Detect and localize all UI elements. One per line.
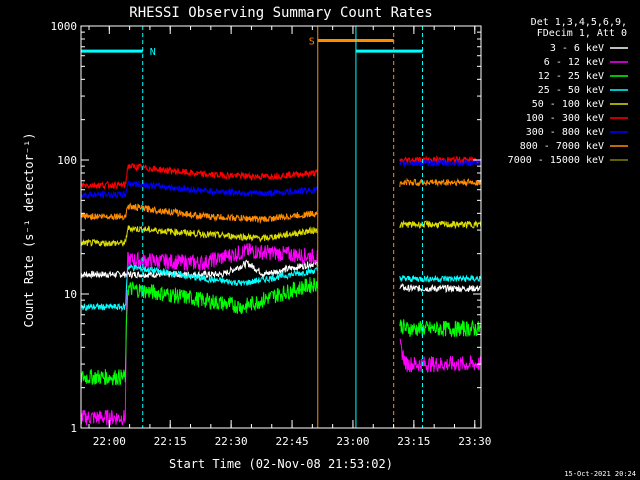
x-tick-label: 23:00 [336,435,369,448]
legend: Det 1,3,4,5,6,9,FDecim 1, Att 0 3 - 6 keV… [508,17,628,166]
x-tick-label: 22:30 [215,435,248,448]
y-axis-label: Count Rate (s⁻¹ detector⁻¹) [22,132,36,327]
x-tick-label: 22:00 [93,435,126,448]
series-line [80,155,482,191]
legend-label: 6 - 12 keV [544,57,604,68]
plot-frame [80,25,482,429]
y-tick-label: 1 [70,422,77,435]
series-line [80,277,482,386]
series-line [80,177,482,225]
legend-label: 3 - 6 keV [550,43,604,54]
y-tick-label: 1000 [51,20,78,33]
series-line [80,243,482,426]
y-tick-label: 100 [57,154,77,167]
chart-title: RHESSI Observing Summary Count Rates [129,5,432,21]
legend-label: 100 - 300 keV [526,113,604,124]
flag-label: N [150,47,156,58]
timestamp: 15-Oct-2021 20:24 [564,470,636,478]
legend-label: 12 - 25 keV [538,71,604,82]
flag-label: S [309,36,315,47]
plot-area: NS [80,26,482,429]
legend-label: 50 - 100 keV [532,99,604,110]
y-tick-label: 10 [64,288,77,301]
axes: 1 10 100 1000 22:00 22:15 22:30 22:45 23:00 23:15… [51,20,492,448]
series-line [80,157,482,200]
legend-label: 300 - 800 keV [526,127,604,138]
series-line [80,264,482,313]
x-tick-label: 23:15 [397,435,430,448]
series-line [80,219,482,248]
legend-header: Det 1,3,4,5,6,9, [531,17,627,28]
x-axis-label: Start Time (02-Nov-08 21:53:02) [169,457,393,471]
legend-label: 7000 - 15000 keV [508,155,604,166]
legend-header: FDecim 1, Att 0 [537,28,627,39]
x-tick-label: 22:15 [154,435,187,448]
x-tick-label: 22:45 [275,435,308,448]
x-tick-label: 23:30 [458,435,491,448]
legend-label: 25 - 50 keV [538,85,604,96]
legend-label: 800 - 7000 keV [520,141,604,152]
